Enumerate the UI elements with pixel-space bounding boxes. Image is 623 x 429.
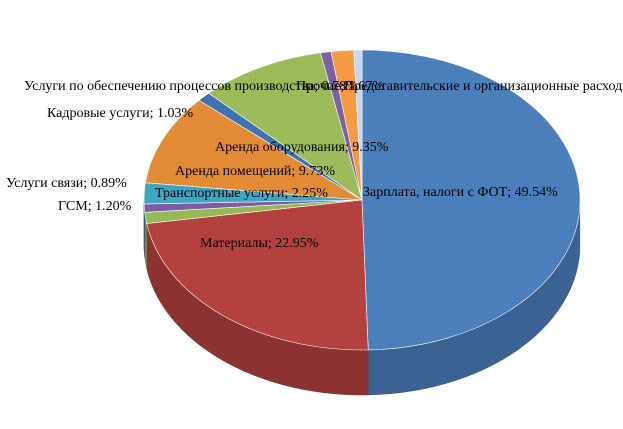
pie-slice-texture-услуги-по-обеспечению-процессов-производства [320, 51, 362, 200]
label-fuel: ГСМ; 1.20% [58, 199, 132, 214]
label-telecom: Услуги связи; 0.89% [6, 176, 127, 191]
label-materials: Материалы; 22.95% [200, 236, 319, 251]
label-hr: Кадровые услуги; 1.03% [47, 106, 194, 121]
label-premises: Аренда помещений; 9.73% [175, 164, 335, 179]
pie-slice-texture-прочие [331, 50, 362, 200]
label-salary: Зарплата, налоги с ФОТ; 49.54% [363, 185, 558, 200]
pie-slice-texture-материалы [146, 200, 369, 351]
pie-texture [143, 49, 581, 351]
label-representative: Представительские и организационные расх… [344, 79, 623, 94]
label-other: Прочие; 1.67% [296, 79, 384, 94]
pie-slice-texture-кадровые-услуги [199, 93, 362, 200]
pie-slice-texture-зарплата-налоги-с-фот [362, 49, 581, 350]
label-equipment: Аренда оборудования; 9.35% [215, 140, 389, 155]
label-transport: Транспортные услуги; 2.25% [155, 186, 328, 201]
pie-slice-texture-транспортные-услуги [143, 182, 362, 204]
pie-slice-texture-гсм [144, 200, 362, 224]
label-production: Услуги по обеспечению процессов производ… [24, 79, 358, 94]
pie-slice-texture-аренда-оборудования [208, 52, 362, 200]
pie-slice-texture-аренда-помещений [145, 100, 362, 200]
pie-slice-texture-услуги-связи [144, 200, 362, 213]
pie-slice-texture-представительские-расходы [353, 50, 362, 200]
